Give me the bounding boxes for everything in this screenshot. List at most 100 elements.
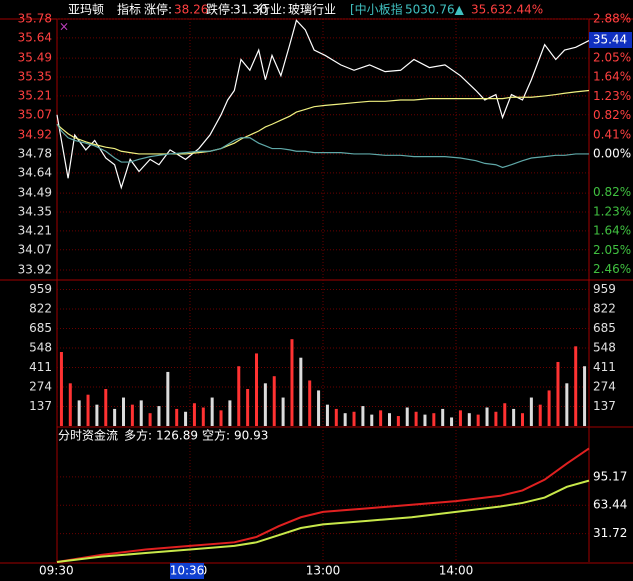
volume-bar — [113, 408, 117, 426]
volume-bar — [574, 346, 578, 426]
y-tick-label: 959 — [29, 282, 52, 296]
y-tick-label: 411 — [29, 360, 52, 374]
y-tick-label: 33.92 — [18, 263, 52, 277]
x-tick-label: 13:00 — [306, 564, 341, 578]
volume-bar — [148, 413, 152, 426]
y2-tick-label: 2.88% — [593, 12, 631, 26]
volume-bar — [521, 413, 524, 426]
volume-bar — [343, 413, 347, 426]
x-tick-label: 14:00 — [439, 564, 474, 578]
volume-bar — [529, 397, 533, 426]
volume-bar — [237, 366, 241, 426]
cursor-time: 10:36 — [170, 564, 205, 578]
plot-area: 09:3010:3013:0014:0035.7835.6435.4935.35… — [0, 12, 633, 578]
volume-bar — [538, 404, 542, 426]
volume-bar — [379, 410, 383, 426]
y2-tick-label: 2.46% — [593, 262, 631, 276]
volume-bar — [184, 411, 188, 426]
y2-tick-label: 1.64% — [593, 224, 631, 238]
y-tick-label: 34.64 — [18, 165, 52, 179]
volume-bar — [299, 357, 303, 426]
volume-bar — [210, 397, 214, 426]
y-tick-label: 685 — [29, 321, 52, 335]
y-tick-label: 35.21 — [18, 88, 52, 102]
volume-bar — [263, 383, 267, 426]
legend-value: 90.93 — [234, 429, 268, 443]
y-tick-label: 137 — [29, 399, 52, 413]
series-line — [56, 123, 589, 169]
legend-value: 126.89 — [156, 429, 198, 443]
volume-bar — [272, 376, 276, 426]
limit-down-label: 跌停: — [206, 2, 234, 17]
y-tick-label: 548 — [29, 341, 52, 355]
y2-tick-label: 2.05% — [593, 243, 631, 257]
indicator[interactable]: 指标 — [117, 2, 141, 17]
marker: × — [59, 20, 69, 34]
volume-bar — [77, 400, 81, 426]
y-tick-label: 35.35 — [18, 70, 52, 84]
industry: 玻璃行业 — [288, 3, 336, 17]
stock-name: 亚玛顿 — [68, 3, 104, 17]
volume-bar — [503, 403, 507, 426]
index-value: 5030.76▲ — [405, 3, 465, 17]
volume-bar — [139, 400, 143, 426]
y2-tick-label: 0.41% — [593, 127, 631, 141]
y-tick-label: 959 — [593, 282, 616, 296]
volume-bar — [370, 414, 374, 426]
y-tick-label: 822 — [593, 302, 616, 316]
series-line — [56, 19, 590, 190]
volume-bar — [565, 383, 569, 426]
y-tick-label: 35.78 — [18, 12, 52, 26]
volume-bar — [512, 408, 516, 426]
series-line — [56, 89, 590, 155]
y-tick-label: 34.49 — [18, 186, 52, 200]
volume-bar — [485, 407, 489, 426]
volume-bar — [458, 410, 462, 426]
volume-bar — [228, 400, 232, 426]
volume-bar — [95, 404, 99, 426]
last-price-box — [589, 32, 632, 48]
y2-tick-label: 0.82% — [593, 108, 631, 122]
volume-bar — [467, 413, 471, 426]
volume-bar — [68, 383, 72, 426]
limit-up-label: 涨停: — [144, 2, 172, 17]
limit-down: 31.30 — [233, 3, 267, 17]
volume-bar — [556, 361, 560, 426]
volume-bar — [583, 366, 587, 426]
volume-bar — [246, 389, 250, 426]
volume-bar — [441, 408, 445, 426]
y2-tick-label: 0.00% — [593, 147, 631, 161]
y2-tick-label: 1.23% — [593, 204, 631, 218]
limit-up: 38.26 — [174, 3, 208, 17]
volume-bar — [130, 404, 134, 426]
legend-name: 多方: — [124, 428, 152, 443]
y-tick-label: 274 — [29, 380, 52, 394]
y-tick-label: 34.35 — [18, 204, 52, 218]
volume-bar — [157, 406, 161, 426]
y2-tick-label: 1.23% — [593, 89, 631, 103]
volume-bar — [86, 394, 90, 426]
y-tick-label: 63.44 — [593, 498, 627, 512]
volume-bar — [104, 389, 108, 426]
volume-bar — [201, 407, 205, 426]
volume-bar — [476, 414, 480, 426]
volume-bar — [255, 353, 258, 426]
cursor-box — [170, 563, 204, 579]
y-tick-label: 35.64 — [18, 30, 52, 44]
y-tick-label: 34.07 — [18, 242, 52, 256]
volume-bar — [361, 406, 365, 426]
volume-bar — [325, 404, 329, 426]
volume-bar — [414, 411, 418, 426]
volume-bar — [219, 410, 223, 426]
panel-title: 分时资金流 — [58, 428, 118, 443]
y2-tick-label: 1.64% — [593, 70, 631, 84]
y-tick-label: 822 — [29, 302, 52, 316]
volume-bar — [308, 380, 312, 426]
last-price: 35.44 — [593, 33, 627, 47]
volume-bar — [396, 416, 400, 426]
volume-bar — [290, 339, 294, 426]
industry-label: 行业: — [258, 3, 286, 17]
change: 2.44% — [505, 3, 543, 17]
volume-bar — [432, 413, 436, 426]
